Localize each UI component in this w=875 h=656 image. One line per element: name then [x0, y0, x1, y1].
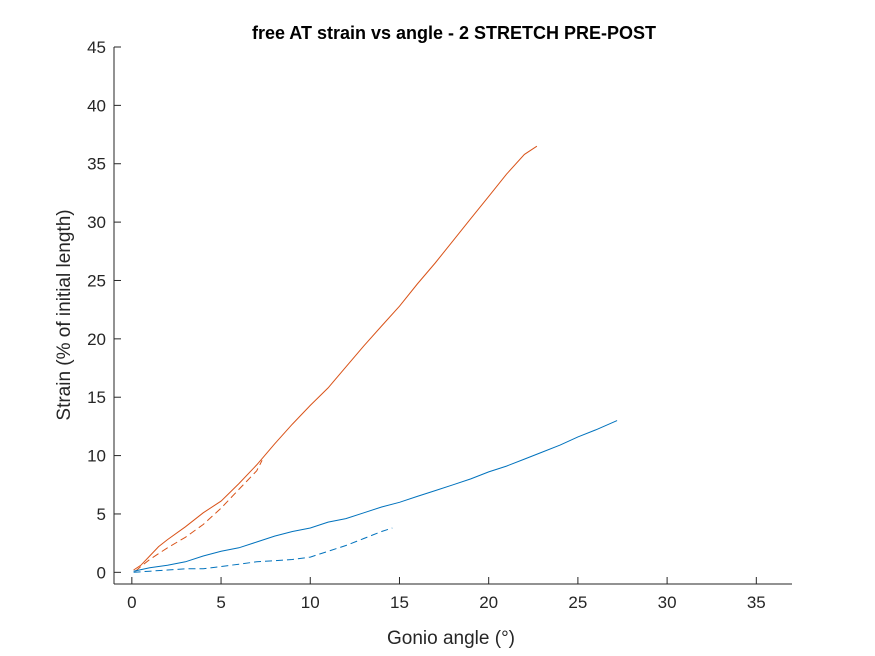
tick-layer: 0 5 10 15 20 25 30 35 0 5 10 15 20 25 30 35 40 45 [87, 38, 766, 612]
y-tick-label: 45 [87, 38, 106, 57]
axes-layer [113, 47, 792, 585]
x-tick-label: 35 [747, 593, 766, 612]
y-tick-label: 15 [87, 388, 106, 407]
plot-area [114, 47, 792, 584]
series-line-3 [133, 420, 618, 572]
x-tick-label: 0 [127, 593, 136, 612]
x-tick-label: 15 [390, 593, 409, 612]
series-line-1 [133, 145, 538, 571]
y-tick-label: 25 [87, 271, 106, 290]
x-tick-label: 25 [568, 593, 587, 612]
y-tick-label: 5 [97, 505, 106, 524]
y-axis-label: Strain (% of initial length) [54, 209, 75, 420]
x-tick-label: 5 [216, 593, 225, 612]
y-tick-label: 35 [87, 155, 106, 174]
series-line-4 [133, 527, 393, 573]
x-axis-label: Gonio angle (°) [387, 628, 515, 649]
x-tick-label: 10 [301, 593, 320, 612]
y-tick-label: 40 [87, 96, 106, 115]
y-tick-label: 30 [87, 213, 106, 232]
x-tick-label: 20 [479, 593, 498, 612]
y-tick-label: 10 [87, 447, 106, 466]
y-tick-label: 20 [87, 330, 106, 349]
series-layer [133, 145, 618, 573]
y-tick-label: 0 [97, 563, 106, 582]
series-line-2 [135, 460, 263, 572]
chart-title: free AT strain vs angle - 2 STRETCH PRE-… [252, 23, 656, 43]
x-tick-label: 30 [658, 593, 677, 612]
